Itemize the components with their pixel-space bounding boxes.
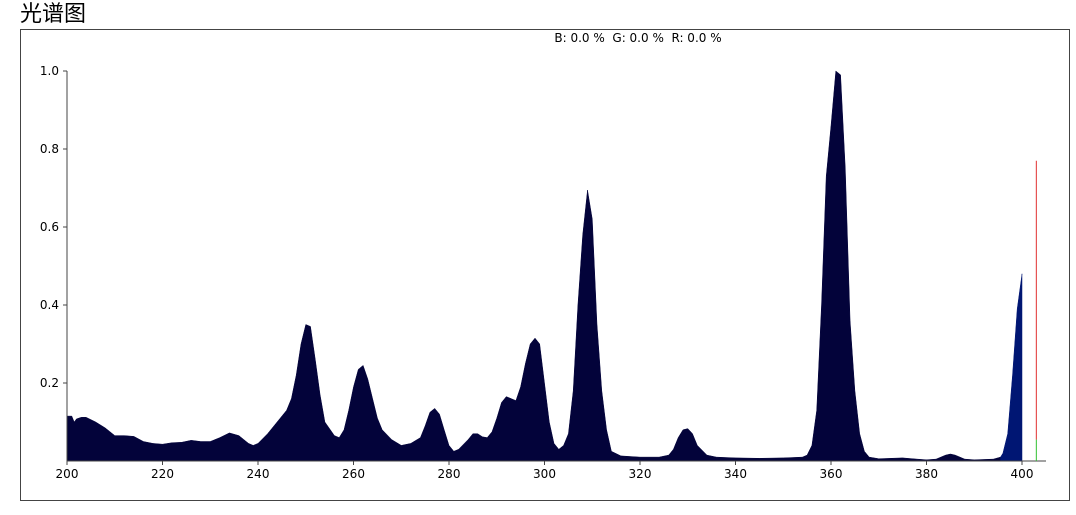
x-tick-label: 380 [915,467,938,481]
y-tick-label: 0.4 [40,298,59,312]
y-tick-label: 0.8 [40,142,59,156]
y-tick-label: 1.0 [40,64,59,78]
x-tick-label: 400 [1011,467,1034,481]
x-tick-label: 240 [247,467,270,481]
x-tick-label: 200 [56,467,79,481]
x-tick-label: 320 [629,467,652,481]
spectrum-area-1 [1000,273,1023,462]
chart-frame [20,29,1070,501]
y-tick-label: 0.6 [40,220,59,234]
x-tick-label: 260 [342,467,365,481]
x-tick-label: 340 [724,467,747,481]
y-tick-label: 0.2 [40,376,59,390]
x-tick-label: 220 [151,467,174,481]
x-tick-label: 300 [533,467,556,481]
spectrum-area-0 [66,70,1001,462]
window-title: 光谱图 [20,2,87,27]
x-tick-label: 280 [438,467,461,481]
bgr-readout: B: 0.0 % G: 0.0 % R: 0.0 % [554,31,722,45]
x-tick-label: 360 [820,467,843,481]
